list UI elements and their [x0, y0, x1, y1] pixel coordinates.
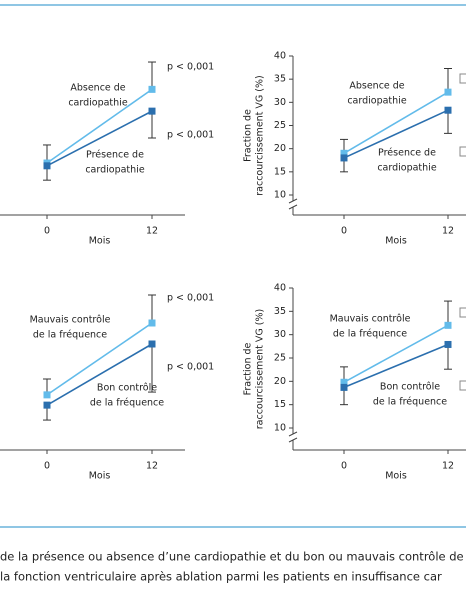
series-line	[46, 343, 153, 406]
marker	[340, 154, 348, 162]
annotation: de la fréquence	[90, 398, 164, 409]
series-line	[46, 110, 153, 167]
annotation: Absence de	[70, 83, 125, 94]
cropped-box	[459, 380, 466, 391]
y-axis-label: Fraction de	[243, 109, 254, 162]
annotation: p < 0,001	[167, 130, 214, 141]
marker	[340, 149, 348, 157]
y-tick-label: 15	[274, 399, 286, 410]
y-tick-label: 15	[274, 166, 286, 177]
x-tick-label: 12	[146, 226, 158, 237]
caption-line: la fonction ventriculaire après ablation…	[0, 570, 442, 584]
cropped-box	[459, 73, 466, 84]
x-axis-label: Mois	[385, 471, 407, 482]
annotation: cardiopathie	[68, 98, 128, 109]
annotation: cardiopathie	[347, 96, 407, 107]
cropped-box	[459, 307, 466, 318]
marker	[444, 88, 452, 96]
marker	[444, 340, 452, 348]
y-tick-label: 25	[274, 120, 286, 131]
annotation: cardiopathie	[377, 163, 437, 174]
annotation: Bon contrôle	[97, 383, 157, 394]
axis-break	[288, 198, 298, 204]
series-line	[46, 322, 153, 396]
axis-break	[288, 204, 298, 210]
x-axis-label: Mois	[385, 236, 407, 247]
y-tick-label: 40	[274, 283, 286, 294]
annotation: p < 0,001	[167, 362, 214, 373]
x-tick-label: 0	[44, 226, 50, 237]
marker	[43, 391, 51, 399]
marker	[148, 340, 156, 348]
annotation: Mauvais contrôle	[30, 315, 111, 326]
x-tick-label: 12	[146, 461, 158, 472]
series-line	[343, 91, 449, 154]
y-tick-label: 25	[274, 353, 286, 364]
annotation: Mauvais contrôle	[330, 314, 411, 325]
y-tick-label: 35	[274, 74, 286, 85]
annotation: de la fréquence	[373, 397, 447, 408]
annotation: Présence de	[86, 150, 144, 161]
marker	[43, 162, 51, 170]
annotation: p < 0,001	[167, 62, 214, 73]
marker	[148, 107, 156, 115]
annotation: Bon contrôle	[380, 382, 440, 393]
y-tick-label: 35	[274, 306, 286, 317]
y-tick-label: 30	[274, 329, 286, 340]
annotation: cardiopathie	[85, 165, 145, 176]
y-tick-label: 20	[274, 376, 286, 387]
y-tick-label: 20	[274, 143, 286, 154]
annotation: de la fréquence	[333, 329, 407, 340]
x-tick-label: 0	[341, 226, 347, 237]
x-tick-label: 0	[341, 461, 347, 472]
marker	[43, 401, 51, 409]
series-line	[343, 324, 449, 383]
x-tick-label: 0	[44, 461, 50, 472]
y-tick-label: 10	[274, 423, 286, 434]
annotation: Absence de	[349, 81, 404, 92]
series-line	[343, 343, 449, 389]
marker	[148, 85, 156, 93]
x-tick-label: 12	[442, 461, 454, 472]
x-axis-label: Mois	[89, 471, 111, 482]
caption-line: de la présence ou absence d’une cardiopa…	[0, 550, 464, 564]
y-tick-label: 40	[274, 51, 286, 62]
marker	[444, 106, 452, 114]
x-tick-label: 12	[442, 226, 454, 237]
series-line	[343, 109, 449, 159]
series-line	[46, 88, 153, 164]
y-axis-label: Fraction de	[243, 342, 254, 395]
axis-break	[288, 437, 298, 443]
cropped-box	[459, 146, 466, 157]
marker	[340, 378, 348, 386]
axis-break	[288, 431, 298, 437]
x-axis-label: Mois	[89, 236, 111, 247]
marker	[340, 383, 348, 391]
annotation: de la fréquence	[33, 330, 107, 341]
annotation: Présence de	[378, 148, 436, 159]
marker	[148, 319, 156, 327]
y-tick-label: 10	[274, 190, 286, 201]
y-axis-label: raccourcissement VG (%)	[255, 75, 266, 196]
annotation: p < 0,001	[167, 293, 214, 304]
marker	[444, 321, 452, 329]
y-tick-label: 30	[274, 97, 286, 108]
y-axis-label: raccourcissement VG (%)	[255, 309, 266, 430]
